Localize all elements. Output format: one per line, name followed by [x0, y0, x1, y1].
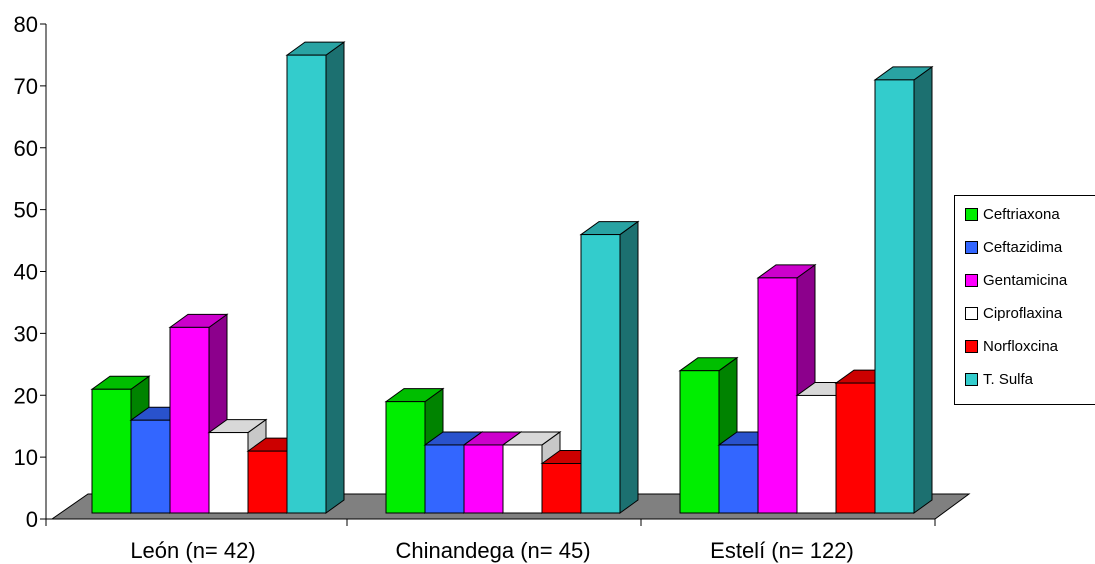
y-tick-label: 10: [14, 445, 38, 470]
bar-front: [502, 444, 543, 514]
legend-swatch: [965, 372, 978, 386]
legend-label: Norfloxcina: [983, 337, 1059, 355]
legend-item: T. Sulfa: [965, 368, 1033, 390]
bar-front: [424, 444, 465, 514]
y-tick-label: 30: [14, 321, 38, 346]
y-tick-label: 0: [26, 507, 38, 532]
bar-front: [796, 394, 837, 514]
bar: [90, 375, 151, 514]
category-labels: León (n= 42) Chinandega (n= 45) Estelí (n=…: [130, 538, 854, 563]
legend-label: Ciproflaxina: [983, 304, 1063, 322]
legend-swatch: [965, 240, 978, 254]
bar-front: [91, 388, 132, 514]
legend-item: Norfloxcina: [965, 335, 1058, 357]
legend-item: Ceftazidima: [965, 236, 1062, 258]
legend-label: T. Sulfa: [983, 370, 1034, 388]
category-label: Chinandega (n= 45): [395, 538, 590, 563]
legend-label: Ceftazidima: [983, 238, 1063, 256]
bar-front: [757, 277, 798, 514]
bar-front: [286, 54, 327, 514]
bar-front: [718, 444, 759, 514]
legend-label: Ceftriaxona: [983, 205, 1060, 223]
bar-side: [325, 41, 345, 514]
axes: [40, 23, 936, 526]
legend-item: Gentamicina: [965, 269, 1067, 291]
category-label: León (n= 42): [130, 538, 255, 563]
bar-side: [619, 220, 639, 514]
bar-front: [835, 382, 876, 514]
bar: [873, 65, 934, 514]
bar-front: [130, 419, 171, 514]
bar: [579, 220, 640, 514]
legend-label: Gentamicina: [983, 271, 1068, 289]
bar-front: [169, 326, 210, 514]
legend-item: Ciproflaxina: [965, 302, 1062, 324]
y-tick-label: 50: [14, 198, 38, 223]
bar-front: [247, 450, 288, 514]
y-tick-label: 20: [14, 383, 38, 408]
legend-swatch: [965, 273, 978, 287]
bar: [285, 41, 346, 514]
bar-front: [874, 79, 915, 514]
legend: Ceftriaxona Ceftazidima Gentamicina Ciprofl…: [954, 195, 1095, 405]
bar-front: [580, 234, 621, 514]
bars: [90, 41, 934, 514]
y-tick-label: 70: [14, 74, 38, 99]
y-tick-label: 80: [14, 12, 38, 37]
legend-item: Ceftriaxona: [965, 203, 1060, 225]
y-tick-label: 40: [14, 260, 38, 285]
legend-swatch: [965, 207, 978, 221]
bar-front: [541, 463, 582, 514]
bar-front: [385, 401, 426, 514]
bar-front: [463, 444, 504, 514]
bar-front: [679, 370, 720, 514]
legend-swatch: [965, 306, 978, 320]
y-tick-label: 60: [14, 136, 38, 161]
y-tick-labels: 0 10 20 30 40 50 60 70 80: [14, 12, 38, 532]
category-label: Estelí (n= 122): [710, 538, 854, 563]
legend-swatch: [965, 339, 978, 353]
bar-front: [208, 432, 249, 514]
bar-side: [913, 65, 933, 514]
